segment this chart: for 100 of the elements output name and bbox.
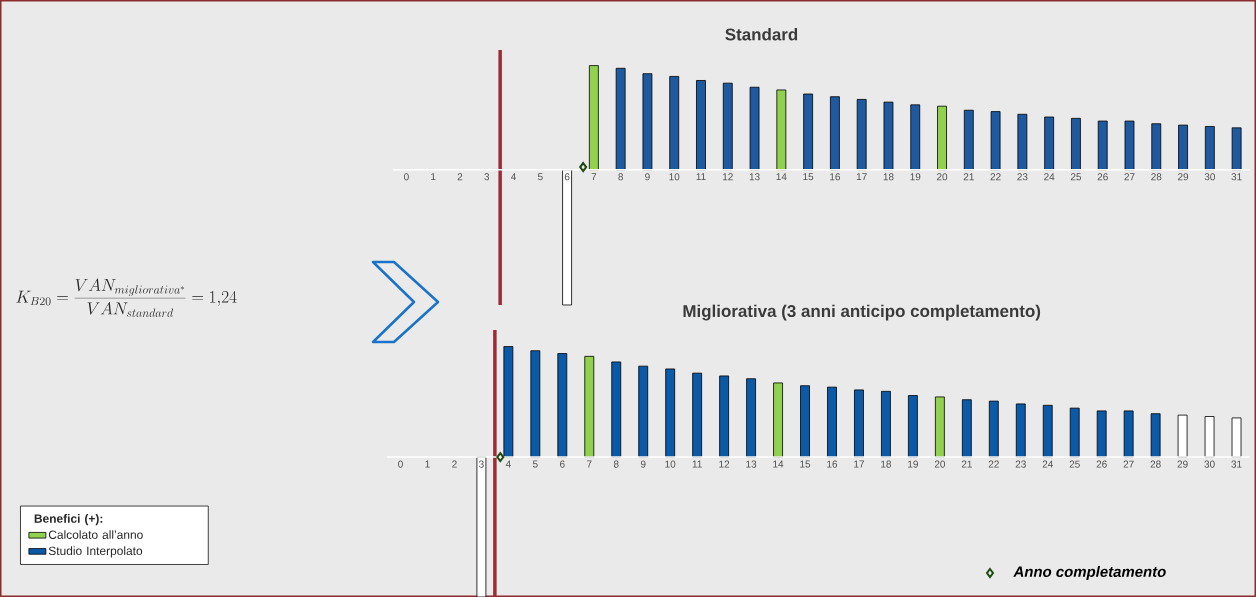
x-tick-label: 12: [719, 460, 730, 468]
x-tick-label: 21: [961, 460, 972, 468]
x-tick-label: 30: [1204, 460, 1215, 468]
legend-label: Calcolato all’anno: [48, 530, 143, 539]
x-tick-label: 7: [587, 460, 592, 468]
bar: [503, 346, 514, 458]
bar: [908, 395, 918, 458]
bar: [963, 109, 974, 171]
x-tick-label: 10: [669, 173, 680, 181]
x-tick-label: 24: [1044, 173, 1055, 181]
x-tick-label: 15: [803, 173, 814, 181]
bar: [827, 386, 837, 458]
bar: [1150, 413, 1161, 458]
x-tick-label: 0: [398, 460, 403, 468]
x-tick-label: 16: [830, 173, 841, 181]
bar: [856, 99, 867, 171]
x-tick-label: 8: [613, 460, 619, 468]
bar: [692, 372, 703, 458]
bar: [934, 396, 945, 458]
x-tick-label: 2: [452, 460, 457, 468]
bar: [1151, 123, 1162, 171]
bar: [1231, 127, 1242, 171]
x-tick-label: 31: [1231, 460, 1242, 468]
bar: [988, 400, 999, 458]
x-tick-label: 18: [881, 460, 892, 468]
x-tick-label: 2: [457, 173, 463, 181]
x-tick-label: 6: [560, 460, 565, 468]
bar: [776, 89, 787, 171]
x-tick-label: 13: [749, 173, 760, 181]
bar: [719, 375, 730, 458]
bar: [910, 104, 921, 171]
legend-label: Studio Interpolato: [48, 546, 143, 558]
x-tick-label: 18: [883, 173, 894, 181]
x-tick-label: 0: [404, 173, 409, 181]
bar: [1044, 116, 1055, 171]
bar: [1015, 403, 1026, 458]
x-tick-label: 30: [1204, 173, 1215, 181]
bar: [746, 378, 756, 458]
x-tick-label: 8: [618, 173, 623, 181]
x-tick-label: 31: [1231, 173, 1242, 181]
x-tick-label: 19: [908, 460, 918, 468]
x-tick-label: 4: [510, 173, 517, 181]
x-tick-label: 26: [1097, 173, 1108, 181]
chart-title: Migliorativa (3 anni anticipo completamento): [683, 304, 1041, 321]
legend-label: Anno completamento: [1013, 566, 1166, 580]
bar: [588, 65, 599, 171]
x-tick-label: 24: [1042, 460, 1053, 468]
bar: [530, 350, 541, 458]
x-tick-label: 13: [746, 460, 757, 468]
x-tick-label: 21: [963, 173, 974, 181]
bar: [1178, 124, 1188, 171]
x-tick-label: 20: [936, 173, 948, 181]
x-tick-label: 28: [1151, 173, 1162, 181]
x-tick-label: 20: [934, 460, 946, 468]
x-tick-label: 10: [665, 460, 676, 468]
x-tick-label: 1: [425, 460, 430, 468]
x-tick-label: 27: [1124, 173, 1135, 181]
x-tick-label: 5: [537, 173, 543, 181]
bar: [1071, 117, 1081, 171]
bar: [642, 73, 653, 171]
x-tick-label: 22: [990, 173, 1001, 181]
x-tick-label: 5: [532, 460, 538, 468]
bar: [773, 382, 783, 458]
bar: [990, 111, 1001, 171]
bar: [1123, 410, 1134, 458]
x-tick-label: 17: [854, 460, 865, 468]
bar: [1124, 120, 1135, 171]
x-tick-label: 23: [1017, 173, 1028, 181]
x-tick-label: 22: [988, 460, 999, 468]
bar: [722, 82, 733, 171]
bar: [1042, 404, 1053, 458]
bar: [961, 399, 972, 458]
x-tick-label: 14: [773, 460, 784, 468]
x-tick-label: 9: [645, 173, 650, 181]
x-tick-label: 29: [1177, 460, 1188, 468]
bar: [830, 96, 840, 171]
bar: [800, 385, 810, 458]
x-tick-label: 4: [505, 460, 511, 468]
bar: [854, 389, 864, 458]
x-tick-label: 17: [856, 173, 867, 181]
x-tick-label: 16: [827, 460, 838, 468]
bar: [1096, 410, 1107, 458]
x-tick-label: 11: [692, 460, 702, 468]
bar: [1204, 126, 1215, 171]
bar: [665, 368, 676, 458]
bar: [584, 355, 595, 458]
x-tick-label: 25: [1069, 460, 1080, 468]
bar: [883, 101, 894, 171]
bar: [611, 361, 622, 458]
bar: [615, 67, 626, 171]
bar: [1097, 120, 1108, 171]
x-tick-label: 3: [484, 173, 490, 181]
x-tick-label: 25: [1070, 173, 1082, 181]
x-tick-label: 12: [723, 173, 733, 181]
bar: [749, 86, 760, 171]
x-tick-label: 29: [1178, 173, 1189, 181]
x-tick-label: 19: [910, 173, 921, 181]
x-tick-label: 23: [1015, 460, 1026, 468]
bar: [881, 390, 891, 458]
x-tick-label: 11: [696, 173, 706, 181]
